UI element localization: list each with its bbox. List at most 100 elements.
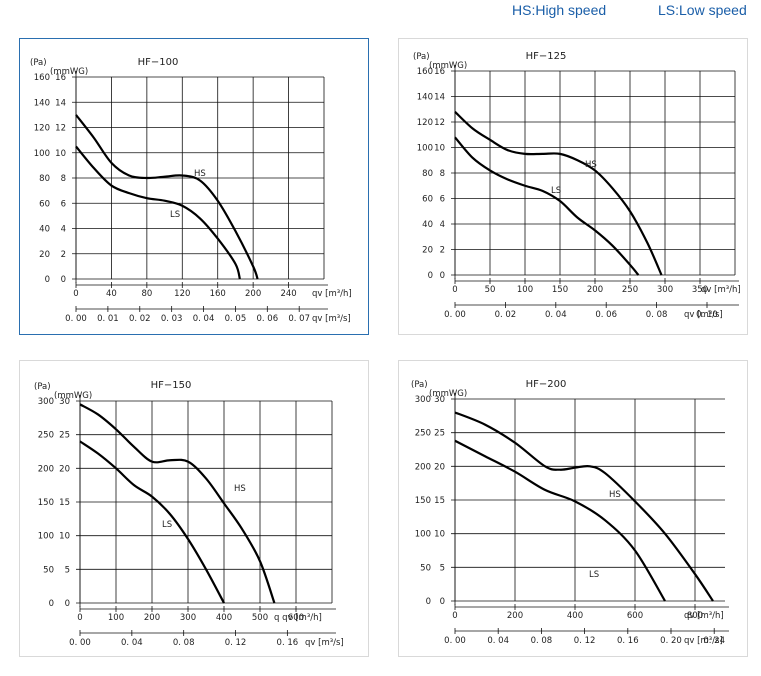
mmwg-tick-label: 16 bbox=[55, 73, 66, 83]
mmwg-tick-label: 16 bbox=[434, 67, 445, 77]
x-tick-label: 0 bbox=[452, 285, 457, 295]
pa-tick-label: 300 bbox=[415, 395, 431, 405]
x2-tick-label: 0. 08 bbox=[646, 310, 668, 320]
mmwg-unit-label: (mmWG) bbox=[50, 67, 88, 77]
x-tick-label: 50 bbox=[485, 285, 496, 295]
x2-tick-label: 0. 24 bbox=[703, 636, 725, 646]
x-tick-label: 0 bbox=[77, 613, 82, 623]
series-label-hs: HS bbox=[234, 484, 246, 494]
x2-tick-label: 0. 03 bbox=[161, 314, 183, 324]
x2-tick-label: 0. 10 bbox=[696, 310, 718, 320]
mmwg-tick-label: 8 bbox=[440, 169, 445, 179]
mmwg-tick-label: 6 bbox=[440, 195, 445, 205]
mmwg-unit-label: (mmWG) bbox=[54, 391, 92, 401]
mmwg-tick-label: 14 bbox=[434, 93, 445, 103]
pa-tick-label: 50 bbox=[420, 563, 431, 573]
chart-panel-hf150[interactable]: HF−150 (Pa) (mmWG) 0 0 50 5 100 10 150 15 200 20 250 2… bbox=[19, 360, 369, 657]
series-label-ls: LS bbox=[589, 570, 599, 580]
pa-tick-label: 80 bbox=[39, 174, 50, 184]
x-unit-label: qv [m³/h] bbox=[701, 285, 741, 295]
pa-unit-label: (Pa) bbox=[30, 58, 47, 68]
pa-tick-label: 120 bbox=[417, 118, 433, 128]
chart-panel-hf100[interactable]: HF−100 (Pa) (mmWG) 0 0 20 2 40 4 60 6 80 8 100 10 120 12… bbox=[19, 38, 369, 335]
pa-tick-label: 100 bbox=[34, 149, 50, 159]
x2-tick-label: 0. 04 bbox=[487, 636, 509, 646]
pa-unit-label: (Pa) bbox=[413, 52, 430, 62]
x2-tick-label: 0. 06 bbox=[256, 314, 278, 324]
x2-tick-label: 0. 12 bbox=[225, 638, 247, 648]
x2-tick-label: 0. 12 bbox=[574, 636, 596, 646]
x2-tick-label: 0. 04 bbox=[121, 638, 143, 648]
x2-unit-label: qv [m³/s] bbox=[684, 636, 723, 646]
pa-tick-label: 150 bbox=[415, 496, 431, 506]
mmwg-tick-label: 25 bbox=[434, 429, 445, 439]
mmwg-tick-label: 20 bbox=[434, 462, 445, 472]
x-tick-label: 600 bbox=[288, 613, 304, 623]
pa-tick-label: 60 bbox=[422, 195, 433, 205]
mmwg-tick-label: 2 bbox=[440, 246, 445, 256]
pa-tick-label: 20 bbox=[39, 250, 50, 260]
x2-tick-label: 0. 00 bbox=[69, 638, 91, 648]
pa-tick-label: 140 bbox=[34, 98, 50, 108]
mmwg-tick-label: 14 bbox=[55, 98, 66, 108]
mmwg-tick-label: 15 bbox=[434, 496, 445, 506]
chart-title: HF−200 bbox=[526, 379, 567, 390]
x2-tick-label: 0. 02 bbox=[495, 310, 517, 320]
x2-tick-label: 0. 08 bbox=[531, 636, 553, 646]
pa-tick-label: 120 bbox=[34, 124, 50, 134]
series-line-ls bbox=[79, 440, 225, 604]
pa-tick-label: 40 bbox=[422, 220, 433, 230]
mmwg-tick-label: 5 bbox=[65, 565, 70, 575]
x2-tick-label: 0. 04 bbox=[545, 310, 567, 320]
x-unit-label: qv [m³/h] bbox=[684, 611, 724, 621]
x2-tick-label: 0. 00 bbox=[444, 636, 466, 646]
x-tick-label: 100 bbox=[108, 613, 124, 623]
pa-tick-label: 300 bbox=[38, 397, 54, 407]
mmwg-tick-label: 12 bbox=[434, 118, 445, 128]
chart-panel-hf200[interactable]: HF−200 (Pa) (mmWG) 0 0 50 5 100 10 150 15 200 20 250 2… bbox=[398, 360, 748, 657]
x2-tick-label: 0. 01 bbox=[97, 314, 119, 324]
mmwg-tick-label: 10 bbox=[434, 144, 445, 154]
x-tick-label: 100 bbox=[517, 285, 533, 295]
pa-tick-label: 200 bbox=[415, 462, 431, 472]
mmwg-tick-label: 0 bbox=[440, 597, 445, 607]
series-label-hs: HS bbox=[609, 490, 621, 500]
x-tick-label: 80 bbox=[141, 289, 152, 299]
series-line-hs bbox=[75, 114, 259, 280]
x2-tick-label: 0. 02 bbox=[129, 314, 151, 324]
series-line-ls bbox=[454, 136, 640, 276]
series-label-ls: LS bbox=[551, 186, 561, 196]
mmwg-tick-label: 10 bbox=[59, 532, 70, 542]
pa-tick-label: 250 bbox=[415, 429, 431, 439]
chart-title: HF−100 bbox=[138, 57, 179, 68]
mmwg-tick-label: 12 bbox=[55, 124, 66, 134]
x2-unit-label: qv [m³/s] bbox=[684, 310, 723, 320]
mmwg-tick-label: 20 bbox=[59, 464, 70, 474]
x2-tick-label: 0. 20 bbox=[660, 636, 682, 646]
series-line-hs bbox=[454, 411, 714, 602]
pa-tick-label: 0 bbox=[426, 597, 431, 607]
x-unit-label: qv [m³/h] bbox=[312, 289, 352, 299]
series-line-hs bbox=[79, 403, 276, 604]
x-tick-label: 200 bbox=[507, 611, 523, 621]
x-tick-label: 0 bbox=[452, 611, 457, 621]
pa-tick-label: 100 bbox=[415, 530, 431, 540]
pa-tick-label: 80 bbox=[422, 169, 433, 179]
pa-tick-label: 100 bbox=[417, 144, 433, 154]
pa-tick-label: 0 bbox=[428, 271, 433, 281]
x-tick-label: 800 bbox=[687, 611, 703, 621]
mmwg-tick-label: 0 bbox=[440, 271, 445, 281]
x-unit-label: q qv [m³/h] bbox=[274, 613, 322, 623]
mmwg-tick-label: 4 bbox=[61, 225, 66, 235]
series-line-ls bbox=[75, 145, 241, 280]
x-tick-label: 400 bbox=[216, 613, 232, 623]
series-label-ls: LS bbox=[170, 210, 180, 220]
x2-tick-label: 0. 06 bbox=[595, 310, 617, 320]
pa-tick-label: 140 bbox=[417, 93, 433, 103]
x-tick-label: 200 bbox=[144, 613, 160, 623]
chart-title: HF−125 bbox=[526, 51, 567, 62]
chart-panel-hf125[interactable]: HF−125 (Pa) (mmWG) 0 0 20 2 40 4 60 6 80 8 100 10 120 12… bbox=[398, 38, 748, 335]
series-label-ls: LS bbox=[162, 520, 172, 530]
mmwg-tick-label: 30 bbox=[59, 397, 70, 407]
